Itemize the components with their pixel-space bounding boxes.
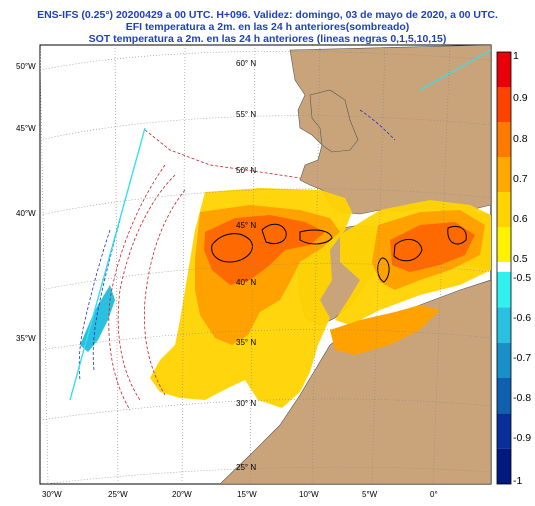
colorbar-label: -1 — [513, 475, 523, 487]
colorbar-swatch-negative — [497, 413, 511, 449]
colorbar-swatch-positive — [497, 227, 511, 262]
colorbar-label: -0.6 — [513, 312, 532, 324]
efi-negative-strip — [80, 285, 115, 352]
grid-label-20w: 20°W — [172, 490, 192, 499]
colorbar-swatch-negative — [497, 272, 511, 308]
colorbar-label: 0.9 — [513, 92, 528, 104]
efi-zone-mid-africa — [330, 305, 440, 355]
grid-label-40w: 40°W — [16, 209, 36, 218]
map-title-line2: EFI temperatura a 2m. en las 24 h anteri… — [125, 21, 410, 33]
colorbar-swatch-positive — [497, 87, 511, 122]
colorbar-swatch-positive — [497, 192, 511, 227]
grid-label-30n: 30° N — [236, 399, 256, 408]
colorbar-swatch-negative — [497, 342, 511, 378]
grid-label-30w: 30°W — [42, 490, 62, 499]
colorbar-swatch-positive — [497, 52, 511, 87]
grid-label-5w: 5°W — [362, 490, 378, 499]
colorbar-swatch-negative — [497, 378, 511, 414]
colorbar-label: -0.9 — [513, 432, 532, 444]
grid-label-35w: 35°W — [16, 334, 36, 343]
colorbar-label: 0.5 — [513, 253, 528, 265]
map-title-line1: ENS-IFS (0.25°) 20200429 a 00 UTC. H+096… — [37, 9, 498, 21]
colorbar-swatch-positive — [497, 122, 511, 157]
colorbar-swatch-negative — [497, 307, 511, 343]
grid-label-45w: 45°W — [16, 124, 36, 133]
grid-label-35n: 35° N — [236, 338, 256, 347]
colorbar — [496, 51, 512, 485]
grid-label-40n: 40° N — [236, 278, 256, 287]
grid-label-25n: 25° N — [236, 463, 256, 472]
graticule — [40, 45, 491, 484]
colorbar-swatch-negative — [497, 448, 511, 484]
colorbar-label: 0.7 — [513, 173, 528, 185]
grid-label-45n: 45° N — [236, 221, 256, 230]
grid-label-55n: 55° N — [236, 110, 256, 119]
grid-label-0: 0° — [430, 490, 438, 499]
grid-label-15w: 15°W — [237, 490, 257, 499]
colorbar-swatch-positive — [497, 157, 511, 192]
efi-dashed-blue-contours — [78, 109, 396, 381]
colorbar-label: 0.6 — [513, 213, 528, 225]
grid-label-25w: 25°W — [108, 490, 128, 499]
colorbar-label: -0.7 — [513, 352, 532, 364]
efi-zone-high — [204, 215, 325, 285]
map-title-line3: SOT temperatura a 2m. en las 24 h anteri… — [88, 33, 447, 45]
grid-label-10w: 10°W — [299, 490, 319, 499]
colorbar-border — [496, 51, 512, 485]
colorbar-label: -0.8 — [513, 392, 532, 404]
colorbar-label: 0.8 — [513, 133, 528, 145]
efi-dashed-red-contours — [108, 129, 301, 411]
grid-label-50n: 50° N — [236, 166, 256, 175]
colorbar-label: -0.5 — [513, 272, 532, 284]
efi-zone-high-east — [390, 222, 475, 272]
grid-label-60n: 60° N — [236, 59, 256, 68]
land-britain — [309, 89, 359, 153]
domain-boundary-line — [69, 127, 146, 401]
domain-boundary-line-ne — [419, 49, 491, 91]
colorbar-label: 1 — [513, 50, 519, 62]
grid-label-50w: 50°W — [16, 62, 36, 71]
